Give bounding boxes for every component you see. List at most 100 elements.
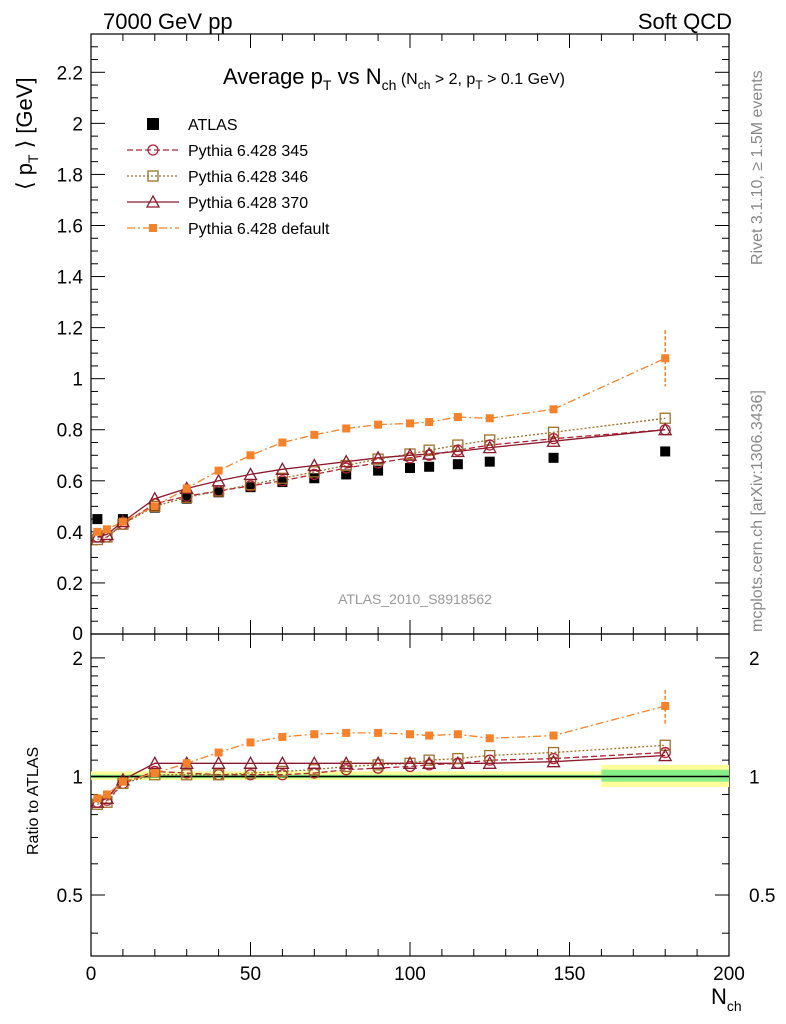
ratio-y-tick-label-right: 1 — [749, 767, 760, 788]
data-point-atlas — [341, 469, 352, 480]
data-point-default — [406, 419, 414, 428]
series-line — [97, 429, 666, 538]
data-point-default — [150, 769, 159, 778]
data-point-346 — [484, 749, 496, 762]
data-point-default — [149, 224, 157, 232]
ratio-panel: 0.5 0.5 1 1 2 2 0 50 100 150 200 Ratio to ATLAS Nc… — [25, 633, 775, 1014]
data-point-atlas — [147, 118, 159, 130]
data-point-345 — [659, 746, 671, 759]
x-tick-label: 200 — [713, 964, 745, 985]
ratio-y-tick-label: 2 — [72, 649, 83, 670]
data-point-default — [93, 794, 102, 803]
main-panel-frame — [90, 33, 730, 635]
data-point-370 — [546, 433, 561, 447]
ratio-y-axis-label: Ratio to ATLAS — [25, 747, 42, 855]
data-point-default — [278, 438, 287, 447]
data-point-370 — [371, 450, 386, 464]
data-point-346 — [423, 444, 435, 456]
data-point-370 — [99, 527, 115, 541]
data-point-346 — [372, 759, 384, 771]
data-point-default — [93, 527, 102, 536]
ratio-data-layer — [90, 689, 673, 810]
data-point-default — [342, 728, 351, 737]
data-point-370 — [307, 458, 322, 472]
data-point-370 — [658, 748, 673, 762]
data-point-atlas — [181, 493, 192, 504]
energy-label: 7000 GeV pp — [103, 9, 233, 34]
data-point-346 — [547, 426, 560, 438]
main-y-tick-label: 0.6 — [57, 472, 83, 493]
data-point-346 — [147, 170, 159, 182]
data-point-346 — [149, 500, 161, 512]
data-point-default — [310, 430, 319, 439]
main-y-tick-label: 1.2 — [57, 319, 83, 340]
data-point-370 — [275, 755, 290, 769]
ratio-y-tick-label: 0.5 — [57, 886, 83, 907]
data-point-345 — [147, 144, 159, 156]
x-axis-label: Nch — [711, 984, 742, 1014]
data-point-370 — [145, 194, 161, 208]
data-point-default — [453, 730, 462, 739]
data-point-default — [214, 466, 223, 475]
data-point-atlas — [424, 461, 435, 472]
data-point-default — [246, 451, 255, 460]
ratio-y-tick-label-right: 2 — [749, 649, 760, 670]
data-point-370 — [243, 467, 258, 481]
data-point-atlas — [92, 514, 103, 525]
data-point-default — [278, 732, 287, 741]
main-y-zero-label: 0 — [72, 624, 83, 645]
data-point-346 — [276, 472, 289, 484]
legend-entry-label: Pythia 6.428 default — [188, 221, 330, 238]
data-point-346 — [181, 769, 193, 781]
data-point-default — [549, 731, 558, 740]
data-point-default — [214, 748, 223, 757]
ratio-uncertainty-bands — [91, 764, 729, 788]
data-point-default — [342, 424, 351, 433]
data-point-370 — [422, 755, 437, 769]
data-point-370 — [658, 422, 673, 436]
data-point-default — [425, 418, 434, 427]
ratio-axis-ticks: 0.5 0.5 1 1 2 2 0 50 100 150 200 — [57, 634, 775, 985]
data-point-atlas — [309, 473, 320, 484]
ratio-panel-frame — [90, 633, 730, 957]
legend-entry-label: Pythia 6.428 370 — [188, 195, 308, 212]
data-point-default — [374, 728, 383, 737]
main-y-tick-label: 0.2 — [57, 574, 83, 595]
data-point-370 — [147, 755, 162, 769]
series-line — [97, 705, 666, 799]
data-point-default — [661, 701, 670, 710]
data-point-370 — [482, 755, 497, 769]
data-point-345 — [547, 752, 560, 765]
data-point-atlas — [452, 459, 463, 470]
main-y-tick-label: 1.8 — [57, 165, 83, 186]
ratio-y-tick-label-right: 0.5 — [749, 886, 775, 907]
data-point-default — [246, 738, 255, 747]
series-line — [97, 754, 666, 803]
data-point-default — [102, 790, 111, 799]
analysis-label: ATLAS_2010_S8918562 — [338, 591, 492, 607]
data-point-370 — [90, 529, 105, 543]
data-point-atlas — [373, 465, 384, 476]
data-point-default — [102, 525, 111, 534]
legend: ATLAS Pythia 6.428 345 Pythia 6.428 346 Pyt… — [127, 117, 330, 238]
data-point-346 — [372, 453, 384, 465]
rivet-label: Rivet 3.1.10, ≥ 1.5M events — [749, 70, 766, 265]
x-tick-label: 50 — [240, 964, 261, 985]
data-point-370 — [275, 461, 290, 475]
data-point-atlas — [245, 482, 256, 493]
data-point-atlas — [484, 456, 495, 467]
data-point-370 — [546, 754, 561, 768]
main-y-tick-label: 0.8 — [57, 421, 83, 442]
data-point-default — [661, 354, 670, 363]
data-point-346 — [452, 439, 464, 451]
data-point-346 — [276, 765, 289, 778]
main-panel: 0.2 0.4 0.6 0.8 1 1.2 1.4 1.6 1.8 2 2.2 0 Average p… — [12, 33, 730, 645]
data-point-370 — [402, 447, 418, 461]
mcplots-label: mcplots.cern.ch [arXiv:1306.3436] — [749, 390, 766, 632]
x-tick-label: 100 — [394, 964, 426, 985]
data-point-default — [485, 734, 494, 743]
data-point-default — [549, 405, 558, 414]
data-point-atlas — [660, 446, 671, 457]
data-point-370 — [422, 446, 437, 460]
